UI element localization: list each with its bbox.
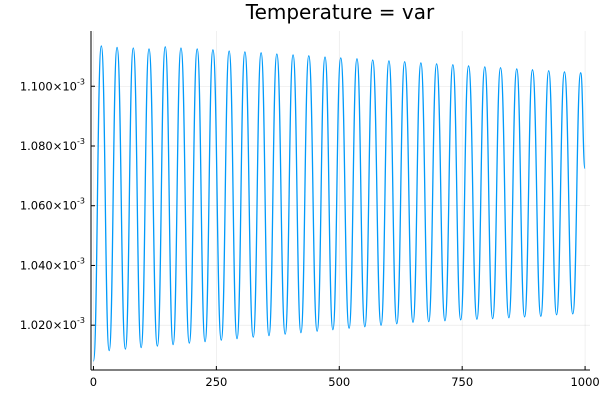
x-axis-ticks: 0 250 500 750 1000 bbox=[90, 366, 600, 389]
x-tick-label: 1000 bbox=[570, 375, 599, 389]
y-tick-label: 1.040×10-3 bbox=[20, 256, 85, 272]
axes bbox=[90, 31, 590, 371]
series-line bbox=[92, 45, 586, 362]
x-tick-label: 500 bbox=[328, 375, 350, 389]
x-tick-label: 250 bbox=[205, 375, 227, 389]
y-tick-label: 1.060×10-3 bbox=[20, 197, 85, 213]
y-tick-label: 1.080×10-3 bbox=[20, 137, 85, 153]
x-tick-label: 750 bbox=[451, 375, 473, 389]
y-tick-label: 1.100×10-3 bbox=[20, 77, 85, 93]
y-axis-ticks: 1.020×10-3 1.040×10-3 1.060×10-3 1.080×10-3… bbox=[20, 77, 95, 332]
y-tick-label: 1.020×10-3 bbox=[20, 316, 85, 332]
chart-title: Temperature = var bbox=[245, 0, 435, 24]
x-tick-label: 0 bbox=[90, 375, 97, 389]
